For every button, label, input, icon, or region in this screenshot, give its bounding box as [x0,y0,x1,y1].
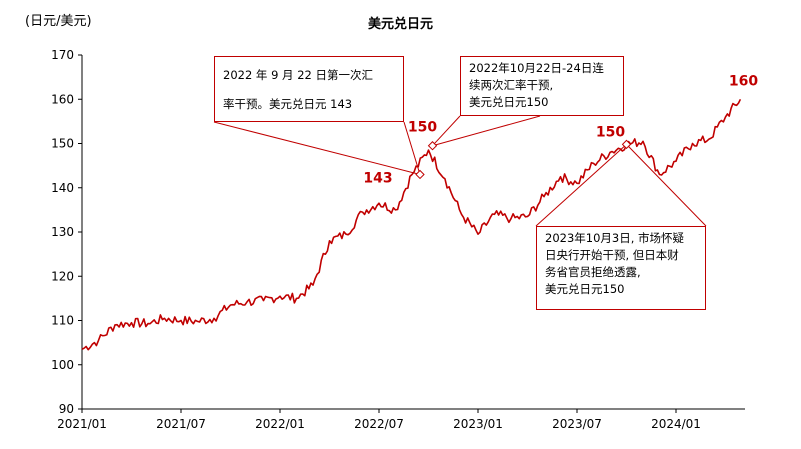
event-marker-1 [415,169,425,180]
y-tick-label: 120 [51,269,74,283]
y-axis-unit-label: (日元/美元) [25,14,92,29]
annotation-box-3: 2023年10月3日, 市场怀疑 日央行开始干预, 但日本财 务省官员拒绝透露,… [536,226,706,310]
annotation-3-line-4: 美元兑日元150 [545,282,625,296]
annotation-connector-1 [213,121,421,175]
y-tick-label: 160 [51,92,74,106]
annotation-1-line-2: 率干预。美元兑日元 143 [223,97,353,111]
annotation-3-line-1: 2023年10月3日, 市场怀疑 [545,231,685,245]
x-tick-label: 2023/07 [552,417,602,431]
y-tick-label: 140 [51,181,74,195]
annotation-2-line-1: 2022年10月22日-24日连 [469,61,604,75]
annotation-box-1: 2022 年 9 月 22 日第一次汇 率干预。美元兑日元 143 [214,56,404,122]
x-tick-label: 2024/01 [651,417,701,431]
point-label: 150 [408,120,437,136]
x-tick-label: 2021/07 [156,417,206,431]
x-tick-label: 2022/01 [255,417,305,431]
chart-title: 美元兑日元 [367,17,433,32]
annotation-1-line-1: 2022 年 9 月 22 日第一次汇 [223,68,373,82]
annotation-connector-3 [535,144,627,227]
annotation-2-line-2: 续两次汇率干预, [469,78,554,92]
y-tick-label: 100 [51,358,74,372]
y-tick-label: 110 [51,314,74,328]
annotation-connector-2 [432,115,461,147]
annotation-3-line-2: 日央行开始干预, 但日本财 [545,248,679,262]
annotation-3-line-3: 务省官员拒绝透露, [545,265,641,279]
annotation-box-2: 2022年10月22日-24日连 续两次汇率干预, 美元兑日元150 [460,56,624,116]
annotation-connector-1 [403,121,421,175]
x-tick-label: 2021/01 [57,417,107,431]
y-tick-label: 170 [51,48,74,62]
x-tick-label: 2022/07 [354,417,404,431]
y-tick-label: 150 [51,137,74,151]
x-tick-label: 2023/01 [453,417,503,431]
usd-jpy-series-line [81,98,742,351]
event-marker-2 [427,141,438,151]
y-tick-label: 90 [59,402,74,416]
annotation-2-line-3: 美元兑日元150 [469,95,549,109]
point-label: 143 [363,170,392,186]
event-marker-3 [621,139,632,150]
annotation-connector-2 [432,115,541,147]
y-tick-label: 130 [51,225,74,239]
point-label: 160 [729,73,758,89]
annotation-connector-3 [626,144,707,227]
point-label: 150 [596,125,625,141]
